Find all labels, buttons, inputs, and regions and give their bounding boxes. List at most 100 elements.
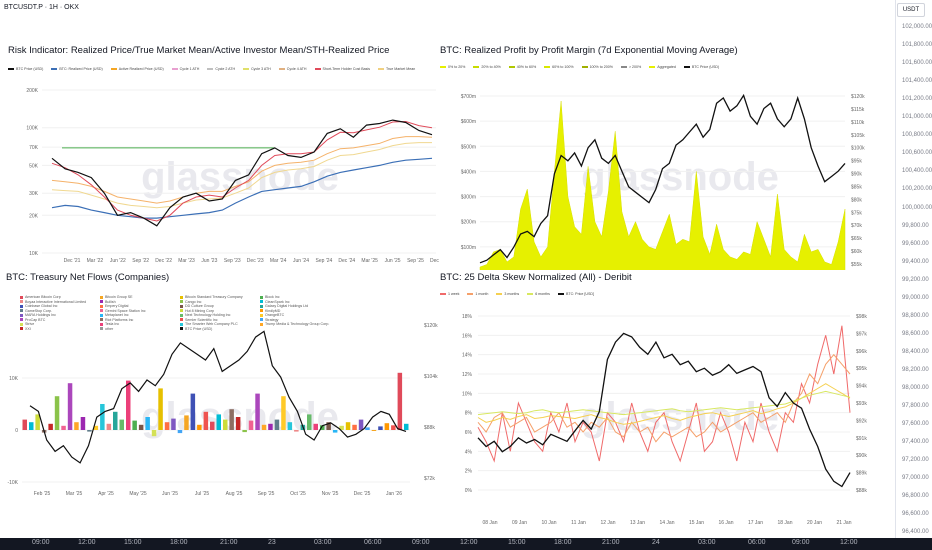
x-tick-label: 10 Jan bbox=[541, 520, 556, 526]
price-axis-label: 99,800.00 bbox=[902, 222, 929, 229]
x-tick-label: 20 Jan bbox=[807, 520, 822, 526]
time-axis-label: 24 bbox=[652, 539, 660, 546]
y-tick-label: $95k bbox=[856, 366, 867, 372]
legend-swatch bbox=[20, 295, 23, 299]
legend-swatch bbox=[100, 327, 103, 331]
profit-legend-item: Aggregated bbox=[649, 65, 676, 69]
flow-bar bbox=[391, 425, 396, 430]
legend-swatch bbox=[110, 68, 117, 71]
time-axis-label: 18:00 bbox=[554, 539, 572, 546]
price-axis-label: 98,600.00 bbox=[902, 330, 929, 337]
y-tick-label: 10K bbox=[9, 376, 19, 382]
flow-bar bbox=[210, 421, 215, 430]
flow-bar bbox=[171, 418, 176, 430]
flow-bar bbox=[274, 419, 280, 430]
x-tick-label: Apr '25 bbox=[98, 491, 114, 497]
watermark: glassnode bbox=[141, 155, 339, 199]
price-axis-label: 96,600.00 bbox=[902, 511, 929, 518]
treasury-legend-item: Strategy bbox=[260, 318, 340, 322]
price-axis[interactable] bbox=[895, 0, 932, 538]
flow-bar bbox=[87, 430, 92, 432]
y-tick-label: 14% bbox=[462, 353, 473, 359]
risk-indicator-title: Risk Indicator: Realized Price/True Mark… bbox=[8, 45, 390, 56]
x-tick-label: Nov '25 bbox=[322, 491, 339, 497]
y-tick-label: $91k bbox=[856, 436, 867, 442]
flow-bar bbox=[138, 424, 144, 430]
time-axis-label: 09:00 bbox=[32, 539, 50, 546]
flow-bar bbox=[358, 419, 364, 430]
realized-profit-chart: glassnode$700m$600m$500m$400m$300m$200m$… bbox=[461, 93, 865, 270]
flow-bar bbox=[67, 383, 73, 430]
y-tick-label: $70k bbox=[851, 223, 862, 229]
flow-bar bbox=[397, 372, 403, 430]
x-tick-label: 18 Jan bbox=[777, 520, 792, 526]
legend-swatch bbox=[20, 327, 23, 331]
x-tick-label: 21 Jan bbox=[836, 520, 851, 526]
legend-swatch bbox=[440, 293, 446, 296]
risk-legend-item: True Market Mean bbox=[378, 67, 415, 71]
flow-bar bbox=[164, 422, 170, 430]
x-tick-label: Oct '25 bbox=[290, 491, 306, 497]
treasury-flows-title: BTC: Treasury Net Flows (Companies) bbox=[6, 272, 170, 283]
flow-bar bbox=[158, 388, 163, 430]
flow-bar bbox=[80, 417, 86, 430]
realized-profit-panel: BTC: Realized Profit by Profit Margin (7… bbox=[440, 40, 895, 270]
x-tick-label: Dec '25 bbox=[430, 258, 440, 264]
flow-bar bbox=[326, 422, 331, 430]
legend-swatch bbox=[100, 313, 103, 317]
legend-swatch bbox=[620, 66, 627, 69]
profit-legend-item: 40% to 60% bbox=[508, 65, 536, 69]
flow-bar bbox=[190, 393, 196, 430]
legend-swatch bbox=[180, 309, 183, 313]
flow-bar bbox=[345, 422, 351, 430]
price-axis-label: 100,200.00 bbox=[902, 186, 932, 193]
y-tick-label: $60k bbox=[851, 249, 862, 255]
flow-bar bbox=[119, 419, 124, 430]
y-tick-label: 200K bbox=[26, 88, 38, 94]
x-tick-label: 09 Jan bbox=[512, 520, 527, 526]
treasury-legend-item: Boyaa Interactive International Limited bbox=[20, 300, 100, 304]
flow-bar bbox=[287, 422, 293, 430]
treasury-legend-item: Bitcoin Group SE bbox=[100, 295, 180, 299]
y-tick-label: $110k bbox=[851, 120, 865, 126]
flow-bar bbox=[54, 396, 60, 430]
treasury-legend-item: Tesla Inc bbox=[100, 322, 180, 326]
legend-swatch bbox=[278, 68, 285, 71]
currency-badge[interactable]: USDT bbox=[897, 3, 925, 17]
legend-swatch bbox=[100, 309, 103, 313]
flow-bar bbox=[22, 419, 27, 430]
price-axis-label: 102,000.00 bbox=[902, 24, 932, 30]
x-tick-label: 12 Jan bbox=[600, 520, 615, 526]
flow-bar bbox=[145, 417, 150, 430]
y-tick-label: $85k bbox=[851, 184, 862, 190]
flow-bar bbox=[352, 424, 357, 430]
btc-price-line bbox=[29, 330, 407, 464]
delta-skew-panel: BTC: 25 Delta Skew Normalized (All) - De… bbox=[440, 270, 895, 538]
flow-bar bbox=[35, 414, 40, 430]
flow-bar bbox=[313, 423, 318, 430]
legend-swatch bbox=[20, 309, 23, 313]
x-tick-label: 14 Jan bbox=[659, 520, 674, 526]
profit-legend-item: 20% to 40% bbox=[473, 65, 501, 69]
legend-swatch bbox=[649, 66, 656, 69]
price-axis-label: 99,600.00 bbox=[902, 240, 929, 247]
time-axis[interactable]: 09:00 12:00 15:00 18:00 21:00 23 03:00 06:00 09:… bbox=[0, 538, 932, 550]
legend-swatch bbox=[467, 293, 474, 296]
time-axis-label: 09:00 bbox=[412, 539, 430, 546]
x-tick-label: Mar '23 bbox=[178, 258, 195, 264]
y-tick-label: $600m bbox=[461, 119, 476, 125]
legend-swatch bbox=[260, 304, 263, 308]
y-tick-label: $120k bbox=[424, 323, 438, 329]
price-axis-label: 97,600.00 bbox=[902, 421, 929, 428]
x-tick-label: Sep '25 bbox=[407, 258, 424, 264]
flow-bar bbox=[229, 409, 234, 430]
symbol-label[interactable]: BTCUSDT.P · 1H · OKX bbox=[4, 4, 79, 11]
flow-bar bbox=[320, 425, 325, 430]
y-tick-label: $105k bbox=[851, 133, 865, 139]
btc-price-line bbox=[479, 93, 846, 264]
treasury-legend-item: Strive bbox=[20, 322, 100, 326]
y-tick-label: 12% bbox=[462, 372, 473, 378]
y-tick-label: 4% bbox=[465, 449, 473, 455]
legend-swatch bbox=[260, 295, 263, 299]
price-axis-label: 101,200.00 bbox=[902, 96, 932, 103]
